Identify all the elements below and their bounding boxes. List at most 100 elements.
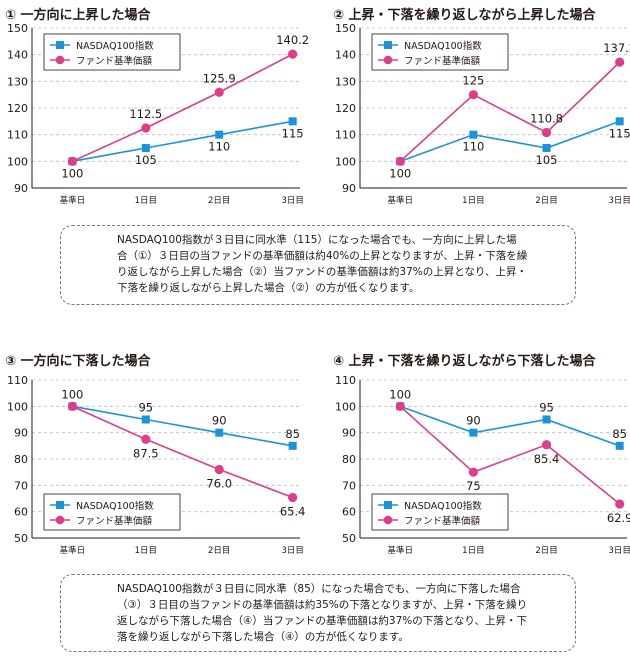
y-tick-label: 120 [335,102,356,115]
legend-marker-circle [383,515,393,525]
chart-3-title: ③ 一方向に下落した場合 [5,354,151,369]
note-box-falling: NASDAQ100指数が３日目に同水準（85）になった場合でも、一方向に下落した… [60,574,576,652]
y-tick-label: 100 [335,155,356,168]
legend-marker-circle [55,515,65,525]
data-point-fund [541,127,552,138]
note-line: 返しながら下落した場合（④）当ファンドの基準価額は約37%の下落となり、上昇・下 [117,615,528,627]
data-label: 115 [282,126,304,140]
y-tick-label: 90 [14,182,28,195]
data-label: 100 [61,387,83,401]
series-line-fund [72,405,293,499]
y-tick-label: 100 [335,400,356,413]
x-tick-label: 3日目 [608,546,630,556]
legend-box [371,493,509,531]
legend-marker-square [384,501,392,509]
note-line: NASDAQ100指数が３日目に同水準（85）になった場合でも、一方向に下落した… [117,583,521,595]
data-label: 100 [389,166,411,180]
y-tick-label: 90 [342,182,356,195]
data-point-fund [141,123,151,133]
y-tick-label: 120 [7,102,28,115]
legend-marker-circle [55,55,65,65]
series-line-index [72,405,293,447]
legend-label: ファンド基準価額 [404,55,481,67]
y-tick-label: 50 [342,532,356,545]
data-point-fund [67,156,77,166]
y-tick-label: 110 [7,374,28,387]
data-point-index [542,415,551,424]
data-point-fund [288,492,298,503]
x-tick-label: 1日目 [462,546,484,556]
data-label: 100 [61,166,83,180]
legend-label: NASDAQ100指数 [404,40,482,52]
data-label: 85.4 [534,452,560,466]
chart-1-title: ① 一方向に上昇した場合 [5,8,151,23]
data-point-index [542,144,551,152]
x-tick-label: 2日目 [208,196,230,206]
note-box-rising: NASDAQ100指数が３日目に同水準（115）になった場合でも、一方向に上昇し… [60,225,576,305]
series-line-fund [399,405,621,505]
x-tick-label: 基準日 [387,545,413,556]
note-line: NASDAQ100指数が３日目に同水準（115）になった場合でも、一方向に上昇し… [117,234,517,246]
series-line-index [399,405,620,447]
data-label: 105 [135,153,157,167]
data-label: 75 [466,479,481,493]
data-point-index [469,428,478,437]
legend-box [43,33,181,71]
data-label: 110.8 [530,112,563,126]
data-point-fund [468,467,478,477]
data-point-fund [468,90,478,100]
data-point-fund [615,499,625,509]
data-point-fund [615,57,625,67]
data-label: 87.5 [133,446,159,460]
data-point-fund [214,87,224,97]
series-line-fund [399,61,621,162]
legend-label: ファンド基準価額 [76,515,153,527]
data-point-index [288,117,297,126]
data-label: 115 [609,126,630,140]
y-tick-label: 60 [14,506,28,519]
data-label: 95 [539,401,554,415]
data-point-index [615,441,624,450]
legend-label: ファンド基準価額 [404,515,481,527]
note-line: 合（①）３日目の当ファンドの基準価額は約40%の上昇となりますが、上昇・下落を繰 [117,250,528,262]
data-point-fund [141,434,151,444]
legend-label: NASDAQ100指数 [404,500,482,512]
data-point-fund [541,440,552,450]
y-tick-label: 150 [7,22,28,35]
y-tick-label: 90 [342,427,356,440]
y-tick-label: 110 [7,129,28,142]
data-point-fund [395,401,405,411]
note-line: （③）３日目の当ファンドの基準価額は約35%の下落となりますが、上昇・下落を繰り [117,599,528,611]
note-line: 下落を繰り返しながら上昇した場合（②）の方が低くなります。 [117,282,420,294]
y-tick-label: 150 [335,22,356,35]
legend-label: ファンド基準価額 [76,55,153,67]
data-point-index [141,415,150,424]
data-point-fund [214,464,224,475]
y-tick-label: 50 [14,532,28,545]
data-label: 76.0 [206,477,232,491]
y-tick-label: 130 [7,75,28,88]
y-tick-label: 90 [14,427,28,440]
chart-4-title: ④ 上昇・下落を繰り返しながら下落した場合 [333,354,596,369]
data-point-index [288,441,297,450]
legend-label: NASDAQ100指数 [76,500,154,512]
data-label: 112.5 [129,107,162,121]
y-tick-label: 110 [335,129,356,142]
legend-box [43,493,181,531]
x-tick-label: 3日目 [281,546,303,556]
y-tick-label: 80 [14,453,28,466]
x-tick-label: 基準日 [60,195,86,206]
legend-marker-circle [383,55,393,65]
data-label: 100 [389,387,411,401]
y-tick-label: 80 [342,453,356,466]
legend-marker-square [384,41,392,49]
data-label: 137.2 [603,41,630,55]
data-label: 105 [536,153,558,167]
data-label: 110 [462,140,484,154]
note-line: 落を繰り返しながら下落した場合（④）の方が低くなります。 [117,631,409,643]
data-label: 90 [212,414,227,428]
data-point-index [215,130,224,139]
data-label: 90 [466,414,481,428]
data-label: 85 [612,427,627,441]
x-tick-label: 基準日 [387,195,413,206]
